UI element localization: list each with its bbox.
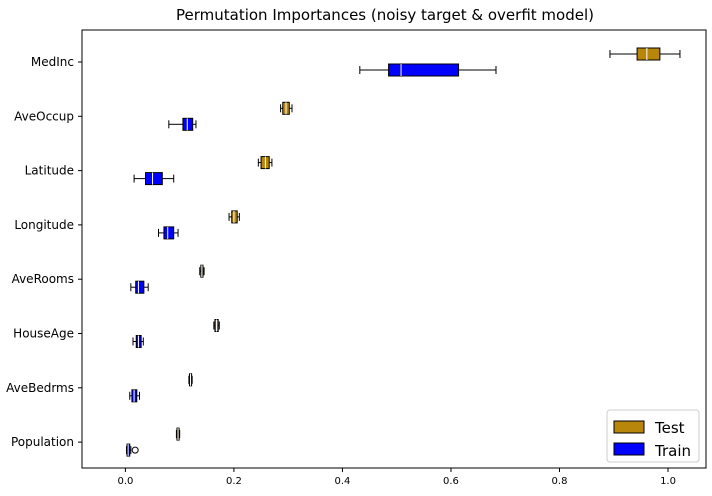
x-tick-label: 0.6: [443, 476, 459, 487]
box-flier: [131, 446, 139, 454]
y-tick-label: MedInc: [31, 55, 74, 69]
box-train: [168, 117, 197, 131]
legend-swatch-train: [613, 442, 645, 456]
x-tick-label: 1.0: [660, 476, 676, 487]
box-train: [129, 389, 141, 403]
chart-title: Permutation Importances (noisy target & …: [176, 6, 594, 24]
y-tick-label: AveRooms: [12, 272, 74, 286]
box-test: [228, 210, 240, 224]
legend: Test Train: [606, 409, 700, 463]
y-tick-label: AveBedrms: [6, 381, 74, 395]
box-test: [213, 319, 220, 332]
box-train: [359, 63, 497, 77]
box-train: [158, 226, 179, 240]
y-tick-label: Population: [11, 435, 74, 449]
ticks-layer: 0.0 0.2 0.4 0.6 0.8 1.0 MedInc AveOccup Latitude…: [6, 55, 676, 487]
box-train: [125, 443, 139, 457]
box-test: [280, 101, 293, 115]
x-tick-label: 0.4: [334, 476, 350, 487]
box-test: [175, 427, 181, 441]
box-iqr: [163, 226, 175, 240]
box-iqr: [388, 63, 460, 77]
legend-swatch-test: [613, 420, 645, 434]
box-train: [133, 172, 175, 186]
box-iqr: [144, 172, 163, 186]
box-iqr: [135, 280, 145, 294]
box-iqr: [231, 210, 238, 224]
plot-frame: [81, 29, 707, 469]
y-tick-label: Latitude: [25, 164, 74, 178]
x-tick-label: 0.0: [117, 476, 133, 487]
boxes-layer: [125, 47, 681, 457]
box-test: [188, 373, 193, 387]
y-tick-label: AveOccup: [14, 109, 74, 123]
legend-label-test: Test: [654, 419, 685, 437]
box-iqr: [182, 117, 194, 131]
box-train: [132, 335, 144, 348]
box-iqr: [636, 47, 661, 61]
box-test: [199, 264, 205, 278]
box-train: [130, 280, 149, 294]
legend-label-train: Train: [654, 442, 691, 460]
y-tick-label: Longitude: [14, 218, 74, 232]
x-tick-label: 0.8: [552, 476, 568, 487]
y-tick-label: HouseAge: [13, 327, 74, 341]
x-tick-label: 0.2: [226, 476, 242, 487]
box-test: [609, 47, 681, 61]
box-test: [257, 156, 273, 170]
